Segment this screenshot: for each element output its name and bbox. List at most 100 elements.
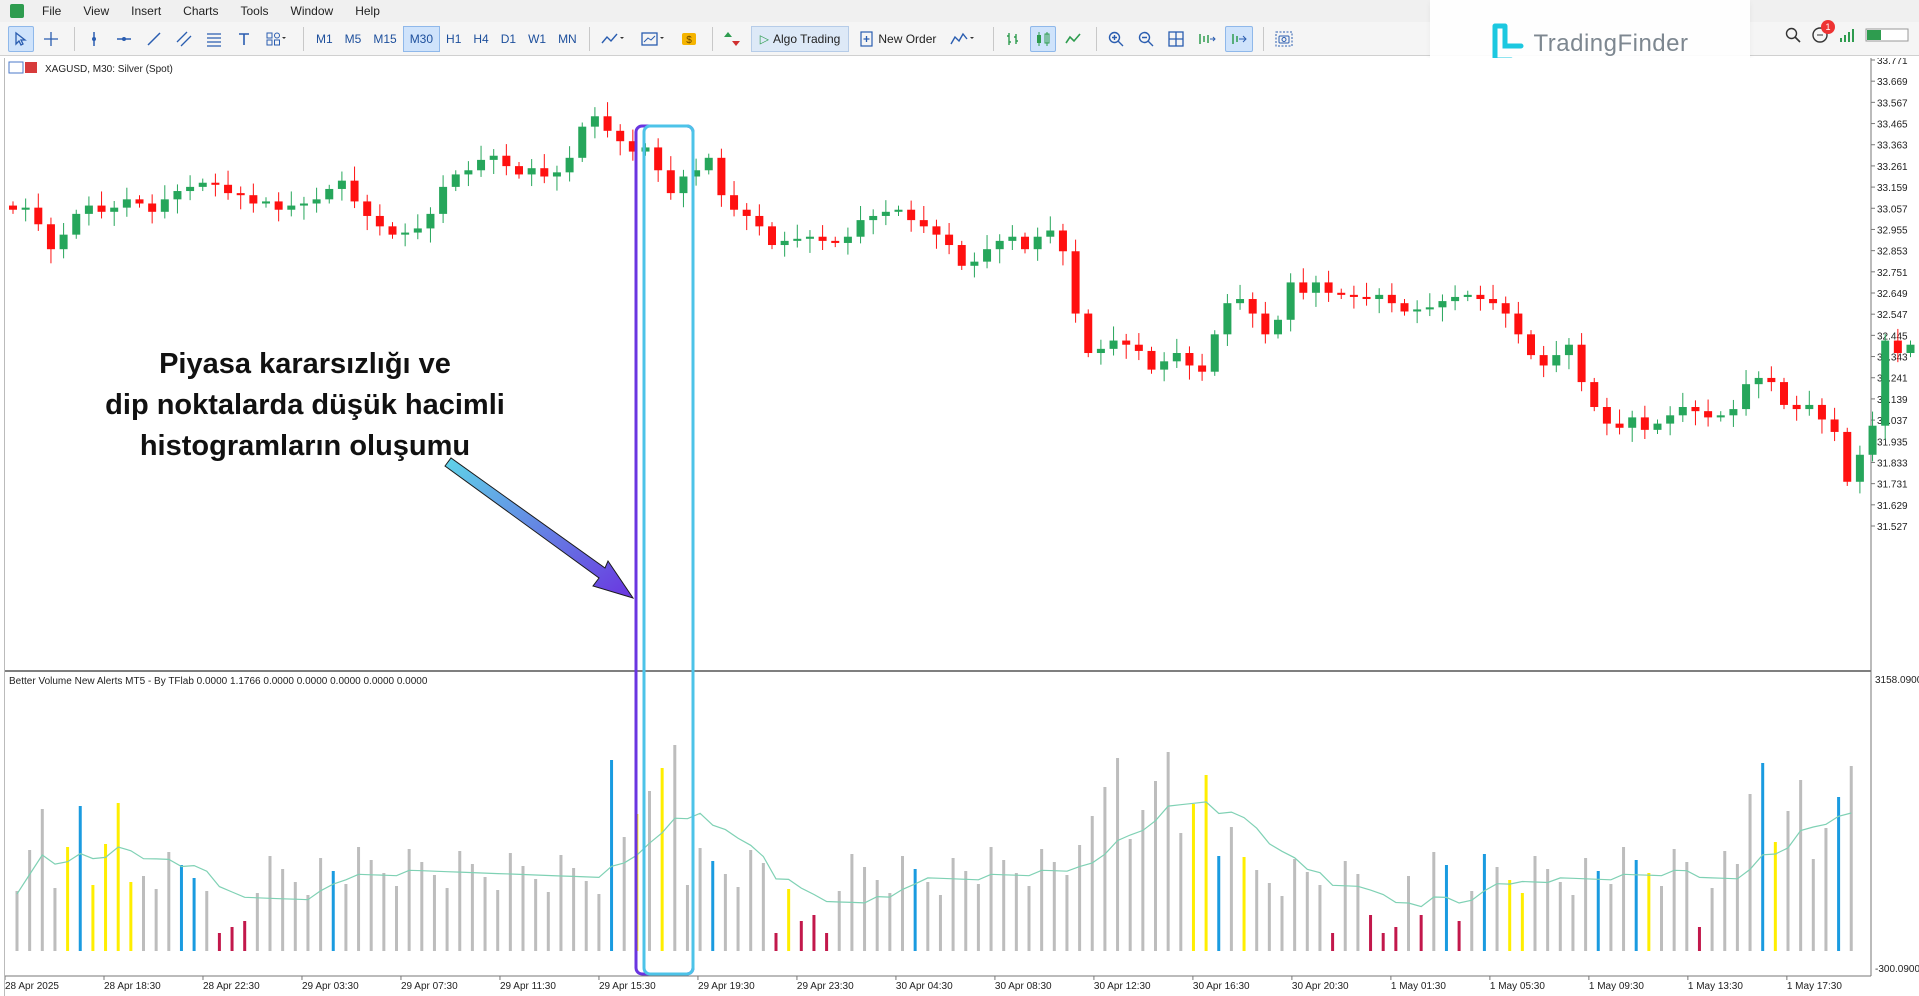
line-chart-icon[interactable] [1060, 26, 1086, 52]
price-label: 32.037 [1877, 416, 1908, 427]
time-label: 1 May 05:30 [1490, 981, 1545, 992]
volume-bar [382, 873, 386, 951]
timeframe-d1[interactable]: D1 [500, 31, 517, 46]
volume-bar [319, 858, 323, 951]
timeframe-m15[interactable]: M15 [373, 31, 397, 46]
volume-bar [179, 865, 183, 951]
autoscroll-icon[interactable] [1225, 25, 1254, 52]
horizontal-line-icon[interactable] [111, 26, 137, 52]
market-icon[interactable]: $ [676, 26, 702, 52]
time-label: 1 May 13:30 [1688, 981, 1743, 992]
volume-bar [1761, 763, 1765, 951]
screenshot-icon[interactable] [1270, 26, 1298, 52]
volume-bar [951, 858, 955, 951]
candle-body [1438, 301, 1447, 308]
vertical-line-icon[interactable] [81, 26, 107, 52]
candle-body [1552, 355, 1561, 366]
timeframe-m30[interactable]: M30 [402, 25, 441, 52]
timeframe-h1[interactable]: H1 [446, 31, 462, 46]
candle-body [110, 207, 119, 212]
volume-bar [1432, 852, 1436, 951]
text-tool-icon[interactable] [231, 26, 257, 52]
algo-trading-button[interactable]: ▷ Algo Trading [750, 25, 850, 52]
brand-name: TradingFinder [1533, 30, 1689, 57]
strategy-tester-icon[interactable] [945, 26, 983, 52]
indicators-icon[interactable] [596, 26, 632, 52]
chart-canvas[interactable]: XAGUSD, M30: Silver (Spot) 33.77133.6693… [4, 56, 1919, 996]
bar-chart-icon[interactable] [1000, 26, 1026, 52]
chart-window[interactable]: XAGUSD, M30: Silver (Spot) 33.771 33.669 3… [4, 56, 1919, 996]
menu-help[interactable]: Help [355, 4, 380, 18]
search-icon[interactable] [1785, 27, 1801, 48]
zoom-in-icon[interactable] [1103, 26, 1129, 52]
price-label: 32.445 [1877, 331, 1908, 342]
volume-bar [470, 864, 474, 951]
menu-window[interactable]: Window [290, 4, 334, 18]
volume-bar [1799, 780, 1803, 951]
templates-icon[interactable] [636, 26, 672, 52]
candle-body [540, 168, 549, 177]
shapes-icon[interactable] [261, 26, 293, 52]
signals-icon[interactable] [719, 26, 747, 52]
timeframe-m1[interactable]: M1 [316, 31, 333, 46]
volume-histogram [15, 745, 1853, 951]
timeframe-mn[interactable]: MN [558, 31, 577, 46]
menu-view[interactable]: View [83, 4, 110, 18]
price-label: 32.139 [1877, 395, 1908, 406]
candle-body [1071, 251, 1080, 314]
candle-body [881, 211, 890, 216]
candle-body [894, 209, 903, 212]
menu-file[interactable]: File [42, 4, 62, 18]
candle-body [970, 261, 979, 266]
candle-body [730, 195, 739, 210]
zoom-out-icon[interactable] [1133, 26, 1159, 52]
time-label: 30 Apr 16:30 [1193, 981, 1250, 992]
tile-windows-icon[interactable] [1163, 26, 1189, 52]
volume-bar [1293, 859, 1297, 951]
volume-bar [761, 863, 765, 951]
timeframe-h4[interactable]: H4 [473, 31, 489, 46]
menu-charts[interactable]: Charts [183, 4, 219, 18]
menu-insert[interactable]: Insert [131, 4, 162, 18]
signal-strength-icon [1839, 26, 1855, 49]
new-order-button[interactable]: New Order [855, 26, 941, 52]
notifications-icon[interactable]: 1 [1811, 20, 1835, 49]
trendline-icon[interactable] [141, 26, 167, 52]
volume-bar [1546, 869, 1550, 951]
menu-tools[interactable]: Tools [240, 4, 269, 18]
time-label: 1 May 09:30 [1589, 981, 1644, 992]
volume-bar [1027, 886, 1031, 951]
channel-icon[interactable] [171, 26, 197, 52]
candle-body [46, 224, 55, 250]
chart-shift-icon[interactable] [1193, 26, 1221, 52]
volume-bar [293, 882, 297, 951]
time-label: 29 Apr 15:30 [599, 981, 656, 992]
candle-body [287, 205, 296, 210]
crosshair-icon[interactable] [38, 26, 64, 52]
volume-bar [192, 878, 196, 951]
volume-bar [1571, 895, 1575, 951]
volume-bar [420, 862, 424, 951]
volume-bar [660, 768, 664, 951]
candle-body [1501, 303, 1510, 314]
candle-body [224, 184, 233, 194]
toolbar-right: 1 [1785, 20, 1909, 49]
cursor-icon[interactable] [8, 25, 34, 52]
volume-bar [1685, 862, 1689, 951]
candle-body [919, 220, 928, 227]
candle-body [869, 215, 878, 221]
fibonacci-icon[interactable] [201, 26, 227, 52]
time-label: 29 Apr 19:30 [698, 981, 755, 992]
connection-status-icon [1865, 28, 1909, 47]
volume-bar [863, 867, 867, 951]
volume-bar [167, 852, 171, 951]
price-label: 31.527 [1877, 522, 1908, 533]
candlestick-icon[interactable] [1030, 25, 1057, 52]
candle-body [983, 249, 992, 262]
volume-bar [1217, 856, 1221, 951]
volume-bar [1697, 927, 1701, 951]
price-label: 32.751 [1877, 268, 1908, 279]
chart-title-group: XAGUSD, M30: Silver (Spot) [8, 61, 173, 75]
timeframe-w1[interactable]: W1 [528, 31, 547, 46]
timeframe-m5[interactable]: M5 [344, 31, 362, 46]
